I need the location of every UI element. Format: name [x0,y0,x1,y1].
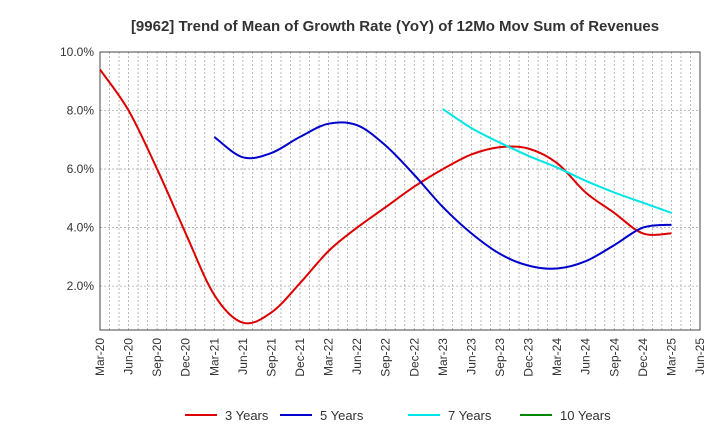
x-tick-label: Sep-23 [493,338,507,377]
x-tick-label: Jun-25 [693,338,707,375]
x-tick-label: Jun-24 [579,338,593,375]
y-tick-label: 2.0% [67,279,95,293]
legend-label: 3 Years [225,408,269,423]
y-tick-label: 4.0% [67,221,95,235]
plot-frame [99,51,701,331]
series-line-7-years [442,108,672,214]
x-tick-label: Sep-20 [150,338,164,377]
x-tick-label: Dec-22 [407,338,421,377]
legend-item: 5 Years [280,408,364,423]
legend-item: 7 Years [408,408,492,423]
x-tick-label: Mar-20 [93,338,107,376]
legend-label: 5 Years [320,408,364,423]
legend-item: 10 Years [520,408,611,423]
legend-item: 3 Years [185,408,269,423]
x-tick-label: Dec-23 [522,338,536,377]
x-tick-label: Sep-21 [264,338,278,377]
series-line-3-years [99,69,672,325]
x-tick-label: Mar-24 [550,338,564,376]
grid [100,52,700,330]
x-tick-label: Jun-20 [122,338,136,375]
legend: 3 Years 5 Years 7 Years 10 Years [185,408,611,423]
x-tick-label: Dec-21 [293,338,307,377]
x-tick-label: Mar-23 [436,338,450,376]
x-tick-label: Sep-22 [379,338,393,377]
series-lines [99,69,672,325]
legend-label: 7 Years [448,408,492,423]
x-tick-label: Sep-24 [607,338,621,377]
y-tick-label: 6.0% [67,162,95,176]
y-axis: 2.0% 4.0% 6.0% 8.0% 10.0% [60,45,94,293]
x-axis: Mar-20 Jun-20 Sep-20 Dec-20 Mar-21 Jun-21 Sep-… [93,338,707,377]
y-tick-label: 10.0% [60,45,94,59]
x-tick-label: Mar-25 [664,338,678,376]
x-tick-label: Jun-22 [350,338,364,375]
x-tick-label: Dec-20 [179,338,193,377]
chart-title: [9962] Trend of Mean of Growth Rate (YoY… [131,18,659,35]
x-tick-label: Mar-22 [322,338,336,376]
series-line-5-years [213,121,672,270]
x-tick-label: Jun-21 [236,338,250,375]
legend-label: 10 Years [560,408,611,423]
x-tick-label: Dec-24 [636,338,650,377]
x-tick-label: Mar-21 [207,338,221,376]
x-tick-label: Jun-23 [464,338,478,375]
y-tick-label: 8.0% [67,104,95,118]
